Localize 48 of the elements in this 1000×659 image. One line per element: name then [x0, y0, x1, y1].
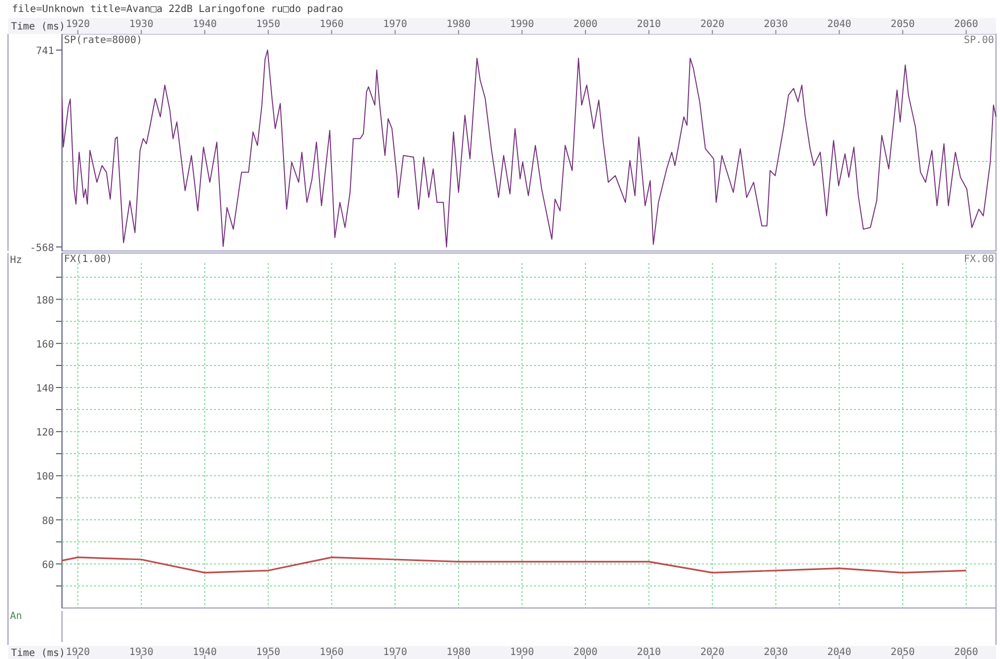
- text: An: [10, 611, 22, 622]
- x-tick-label: 2040: [827, 647, 852, 658]
- x2-tick-label: 1990: [510, 19, 534, 30]
- chart-title: file=Unknown title=Avan□a 22dB Laringofone ru□do padrao: [12, 4, 344, 15]
- x2-tick-label: 2050: [890, 19, 915, 30]
- x2-tick-label: 2060: [954, 19, 978, 30]
- x-tick-label: 2060: [954, 647, 978, 658]
- y-tick-label: 741: [36, 46, 54, 58]
- annotation: FX.00: [964, 254, 994, 265]
- x-tick-label: 1960: [320, 647, 344, 658]
- x-tick-label: 2050: [890, 647, 915, 658]
- x-tick-label: 2000: [573, 647, 598, 658]
- annotation: SP.00: [964, 35, 994, 46]
- x2-tick-label: 1940: [192, 19, 217, 30]
- x-tick-label: 1980: [446, 647, 471, 658]
- x-tick-label: 2020: [700, 647, 724, 658]
- y-tick-label: -568: [30, 242, 54, 254]
- x-tick-label: 1930: [129, 647, 154, 658]
- x-tick-label: 1940: [192, 647, 217, 658]
- x-tick-label: 1950: [256, 647, 280, 658]
- y-tick-label: 100: [36, 472, 54, 483]
- x2-tick-label: 1950: [256, 19, 280, 30]
- y-tick-label: 180: [36, 295, 54, 306]
- y-tick-label: 80: [42, 516, 54, 527]
- x2-tick-label: 2040: [827, 19, 852, 30]
- x2-tick-label: 2020: [700, 19, 724, 30]
- x2-axis-title: Time (ms): [11, 22, 66, 32]
- y-tick-label: 160: [36, 339, 54, 350]
- x2-tick-label: 1960: [320, 19, 344, 30]
- x2-tick-label: 2030: [764, 19, 788, 30]
- x-tick-label: 1970: [383, 647, 408, 658]
- x2-tick-label: 2010: [636, 19, 661, 30]
- y-tick-label: 140: [36, 384, 54, 395]
- y-tick-label: 120: [36, 428, 54, 439]
- x-tick-label: 2030: [764, 647, 788, 658]
- y-axis-title: Hz: [10, 255, 22, 266]
- x2-tick-label: 1970: [383, 19, 408, 30]
- x2-tick-label: 1930: [129, 19, 154, 30]
- x-tick-label: 1990: [510, 647, 534, 658]
- y-tick-label: 60: [42, 560, 54, 571]
- x-tick-label: 2010: [636, 647, 661, 658]
- x-tick-label: 1920: [66, 647, 90, 658]
- chart-subtitle: SP(rate=8000): [64, 35, 142, 46]
- x2-tick-label: 1980: [446, 19, 471, 30]
- x2-tick-label: 1920: [66, 19, 90, 30]
- x2-tick-label: 2000: [573, 19, 598, 30]
- x-axis-title: Time (ms): [11, 648, 66, 659]
- chart-subtitle: FX(1.00): [64, 254, 112, 265]
